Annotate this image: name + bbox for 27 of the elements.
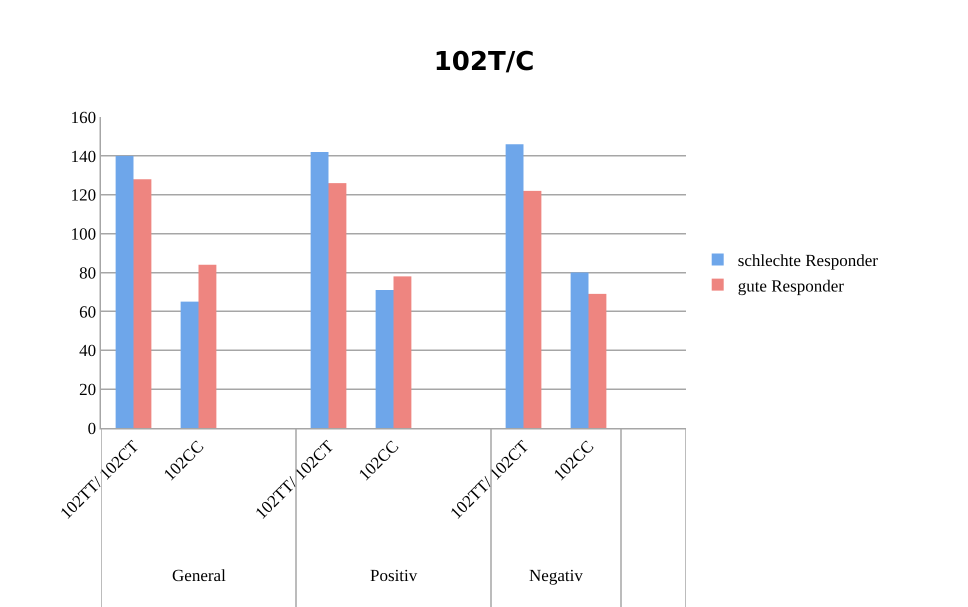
bar	[116, 156, 134, 428]
bar	[198, 264, 216, 428]
y-tick-label: 60	[79, 302, 96, 322]
y-tick-label: 140	[70, 146, 96, 166]
y-tick-label: 120	[70, 186, 96, 205]
y-tick-label: 80	[79, 263, 96, 282]
legend-label: gute Responder	[738, 276, 844, 296]
chart-title: 102T/C	[434, 46, 534, 77]
y-tick-label: 160	[70, 108, 96, 127]
bar	[328, 183, 346, 428]
bar	[180, 302, 198, 428]
y-tick-label: 100	[70, 224, 96, 244]
bar	[376, 290, 394, 428]
bar	[570, 272, 588, 428]
bar	[134, 179, 152, 428]
y-tick-label: 20	[79, 380, 96, 400]
bar	[588, 294, 606, 428]
bar	[394, 276, 412, 428]
bar	[310, 152, 328, 428]
bar	[506, 144, 524, 428]
text: Negativ	[529, 566, 584, 585]
text: Positiv	[370, 566, 418, 585]
y-tick-label: 40	[79, 341, 96, 360]
text: General	[172, 566, 226, 585]
y-tick-label: 0	[88, 418, 96, 438]
bar	[524, 190, 542, 428]
legend-label: schlechte Responder	[738, 251, 878, 270]
